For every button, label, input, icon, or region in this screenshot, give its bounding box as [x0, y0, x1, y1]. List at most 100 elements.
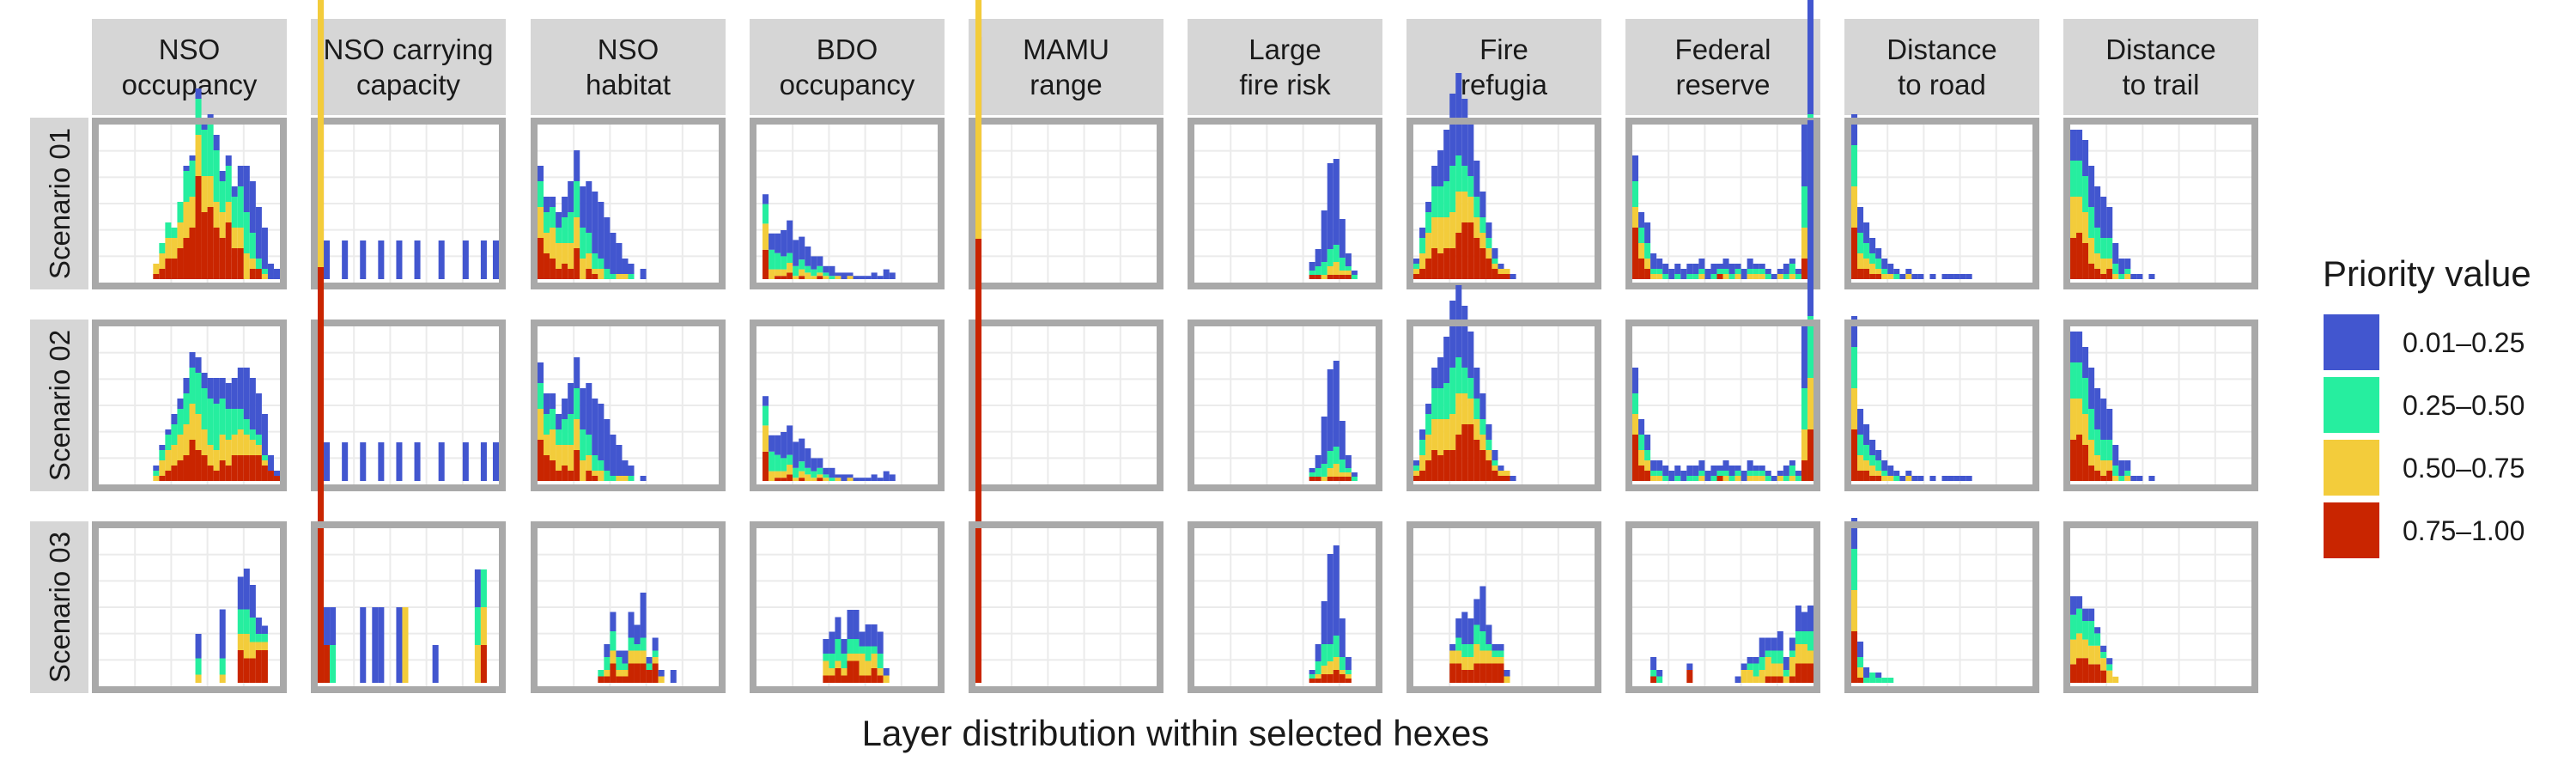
histogram-bar-segment [781, 256, 787, 270]
panel-border [92, 521, 287, 693]
panel-border [750, 118, 945, 289]
histogram-bar-segment [568, 471, 574, 481]
histogram-bar-segment [213, 471, 220, 481]
histogram-bar-segment [859, 276, 866, 279]
histogram-bar-segment [2106, 670, 2113, 683]
histogram-bar-segment [480, 569, 487, 607]
histogram-panel [92, 88, 287, 289]
histogram-bar-segment [1333, 464, 1340, 477]
histogram-bar-segment [324, 442, 331, 481]
histogram-bar-segment [1765, 471, 1771, 476]
histogram-bar-segment [859, 675, 866, 683]
histogram-panel [750, 521, 945, 693]
histogram-bar-segment [1638, 259, 1645, 279]
histogram-bar-segment [1650, 657, 1657, 670]
histogram-bar-segment [2136, 274, 2143, 279]
histogram-bar-segment [1321, 464, 1327, 477]
histogram-bar-segment [255, 259, 262, 269]
histogram-bar-segment [2076, 362, 2083, 399]
histogram-bar-segment [1857, 471, 1864, 481]
histogram-bar-segment [480, 645, 487, 683]
histogram-panel [1406, 73, 1601, 289]
panel-border [1625, 320, 1820, 491]
histogram-bar-segment [1339, 258, 1346, 271]
histogram-bar-segment [1425, 414, 1432, 435]
histogram-bar-segment [1857, 657, 1864, 667]
histogram-bar-segment [1339, 421, 1346, 460]
panel-border [531, 118, 726, 289]
histogram-bar-segment [1339, 271, 1346, 275]
histogram-bar-segment [1801, 663, 1807, 683]
histogram-bar-segment [586, 383, 592, 435]
histogram-bar-segment [153, 471, 160, 476]
histogram-bar-segment [255, 269, 262, 279]
histogram-bar-segment [153, 466, 160, 471]
histogram-bar-segment [2088, 409, 2095, 440]
histogram-bar-segment [189, 440, 196, 481]
histogram-bar-segment [2076, 435, 2083, 481]
histogram-bar-segment [1759, 476, 1765, 481]
histogram-bar-segment [1644, 243, 1651, 259]
histogram-bar-segment [201, 429, 208, 455]
histogram-bar-segment [835, 272, 841, 277]
histogram-bar-segment [1449, 663, 1456, 683]
histogram-bar-segment [237, 455, 244, 481]
histogram-bar-segment [1875, 259, 1882, 269]
histogram-bar-segment [1327, 661, 1334, 674]
histogram-bar-segment [219, 674, 226, 683]
histogram-bar-segment [324, 607, 331, 645]
histogram-bar-segment [183, 238, 190, 279]
histogram-bar-segment [1759, 274, 1765, 279]
histogram-bar-segment [829, 654, 835, 668]
histogram-bar-segment [1857, 409, 1864, 435]
histogram-bar-segment [231, 248, 238, 279]
histogram-bar-segment [1461, 222, 1468, 279]
histogram-bar-segment [1449, 650, 1456, 664]
histogram-bar-segment [1455, 393, 1462, 435]
histogram-bar-segment [1857, 233, 1864, 253]
histogram-bar-segment [670, 670, 677, 683]
histogram-bar-segment [592, 399, 598, 455]
histogram-panel [1406, 285, 1601, 491]
histogram-bar-segment [243, 609, 250, 634]
histogram-bar-segment [799, 461, 805, 472]
histogram-bar-segment [1753, 264, 1759, 269]
histogram-bar-segment [171, 414, 178, 424]
column-strip: Distance to trail [2063, 19, 2258, 115]
histogram-bar-segment [1327, 674, 1334, 683]
column-strip-bg [969, 19, 1163, 115]
histogram-bar-segment [1479, 450, 1486, 481]
histogram-bar-segment [2076, 658, 2083, 683]
histogram-bar-segment [231, 197, 238, 228]
histogram-bar-segment [823, 654, 829, 661]
column-strip-label: reserve [1675, 69, 1770, 100]
column-strip-label: occupancy [122, 69, 258, 100]
histogram-bar-segment [1881, 678, 1888, 683]
histogram-bar-segment [249, 269, 256, 279]
histogram-bar-segment [586, 181, 592, 233]
histogram-bar-segment [2112, 476, 2119, 481]
histogram-bar-segment [1851, 186, 1858, 228]
histogram-bar-segment [769, 269, 775, 279]
histogram-bar-segment [1437, 186, 1444, 217]
row-strip-bg [30, 118, 88, 289]
legend-swatch [2322, 438, 2381, 497]
histogram-bar-segment [1857, 207, 1864, 233]
histogram-bar-segment [1851, 518, 1858, 549]
histogram-bar-segment [1467, 644, 1474, 657]
histogram-bar-segment [1863, 460, 1870, 471]
histogram-bar-segment [556, 471, 562, 481]
histogram-bar-segment [2076, 197, 2083, 233]
histogram-bar-segment [835, 474, 841, 478]
histogram-bar-segment [2094, 627, 2101, 634]
histogram-bar-segment [877, 478, 884, 481]
histogram-bar-segment [1461, 306, 1468, 368]
histogram-bar-segment [318, 267, 325, 683]
histogram-bar-segment [1857, 269, 1864, 279]
histogram-bar-segment [1668, 269, 1675, 279]
histogram-bar-segment [1857, 455, 1864, 471]
histogram-bar-segment [1710, 274, 1717, 279]
histogram-bar-segment [544, 414, 550, 435]
histogram-bar-segment [598, 202, 605, 259]
histogram-bar-segment [1309, 271, 1315, 275]
